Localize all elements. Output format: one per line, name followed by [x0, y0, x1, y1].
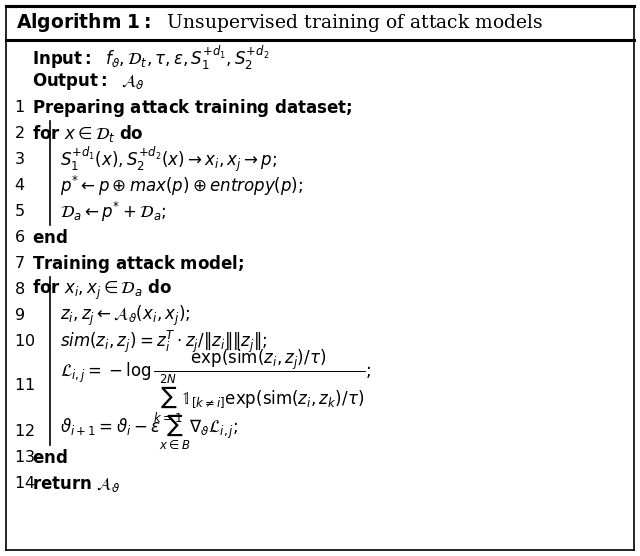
Text: $\mathbf{for}\ x\in\mathcal{D}_{t}\ \mathbf{do}$: $\mathbf{for}\ x\in\mathcal{D}_{t}\ \mat… — [32, 123, 143, 145]
Text: $\vartheta_{i+1}=\vartheta_{i}-\varepsilon\sum_{x\in B}\nabla_{\vartheta}\mathca: $\vartheta_{i+1}=\vartheta_{i}-\varepsil… — [60, 413, 239, 451]
Text: $4$: $4$ — [14, 177, 25, 195]
Text: $\mathbf{Input:}$  $f_{\vartheta},\mathcal{D}_{t},\tau,\varepsilon,S_{1}^{+d_{1}: $\mathbf{Input:}$ $f_{\vartheta},\mathca… — [32, 44, 269, 72]
Text: $\mathbf{end}$: $\mathbf{end}$ — [32, 449, 68, 467]
Text: $\mathbf{end}$: $\mathbf{end}$ — [32, 229, 68, 247]
Text: $10$: $10$ — [14, 334, 35, 350]
Text: $S_{1}^{+d_{1}}(x),S_{2}^{+d_{2}}(x)\rightarrow x_{i},x_{j}\rightarrow p;$: $S_{1}^{+d_{1}}(x),S_{2}^{+d_{2}}(x)\rig… — [60, 146, 277, 175]
Text: $\mathbf{Preparing\ attack\ training\ dataset;}$: $\mathbf{Preparing\ attack\ training\ da… — [32, 97, 353, 119]
Text: $2$: $2$ — [14, 126, 24, 142]
Text: $12$: $12$ — [14, 424, 35, 440]
Text: $\mathbf{Training\ attack\ model;}$: $\mathbf{Training\ attack\ model;}$ — [32, 253, 244, 275]
Text: $\mathbf{return}\ \mathcal{A}_{\vartheta}$: $\mathbf{return}\ \mathcal{A}_{\vartheta… — [32, 474, 120, 494]
Text: $8$: $8$ — [14, 281, 25, 299]
Text: $5$: $5$ — [14, 203, 25, 221]
Text: $\mathbf{Algorithm\ 1:}$  Unsupervised training of attack models: $\mathbf{Algorithm\ 1:}$ Unsupervised tr… — [16, 12, 543, 34]
Text: $\mathbf{for}\ x_{i},x_{j}\in\mathcal{D}_{a}\ \mathbf{do}$: $\mathbf{for}\ x_{i},x_{j}\in\mathcal{D}… — [32, 278, 172, 302]
Text: $11$: $11$ — [14, 378, 35, 395]
Text: $p^{*}\leftarrow p\oplus max(p)\oplus entropy(p);$: $p^{*}\leftarrow p\oplus max(p)\oplus en… — [60, 174, 303, 198]
Text: $\mathcal{D}_{a}\leftarrow p^{*}+\mathcal{D}_{a};$: $\mathcal{D}_{a}\leftarrow p^{*}+\mathca… — [60, 200, 166, 224]
Text: $3$: $3$ — [14, 151, 25, 168]
Text: $14$: $14$ — [14, 475, 35, 493]
Text: $13$: $13$ — [14, 449, 35, 466]
Text: $sim(z_{i},z_{j})=z_{i}^{T}\cdot z_{j}/\|z_{i}\|\|z_{j}\|;$: $sim(z_{i},z_{j})=z_{i}^{T}\cdot z_{j}/\… — [60, 329, 267, 355]
Text: $\mathbf{Output:}$  $\mathcal{A}_{\vartheta}$: $\mathbf{Output:}$ $\mathcal{A}_{\varthe… — [32, 72, 145, 92]
Text: $\mathcal{L}_{i,j}=-\log\dfrac{\exp(\mathrm{sim}(z_{i},z_{j})/\tau)}{\sum_{k=1}^: $\mathcal{L}_{i,j}=-\log\dfrac{\exp(\mat… — [60, 348, 371, 425]
Text: $z_{i},z_{j}\leftarrow\mathcal{A}_{\vartheta}(x_{i},x_{j});$: $z_{i},z_{j}\leftarrow\mathcal{A}_{\vart… — [60, 304, 190, 328]
Text: $1$: $1$ — [14, 100, 25, 117]
Text: $9$: $9$ — [14, 307, 25, 325]
Text: $6$: $6$ — [14, 230, 25, 246]
Text: $7$: $7$ — [14, 256, 25, 272]
